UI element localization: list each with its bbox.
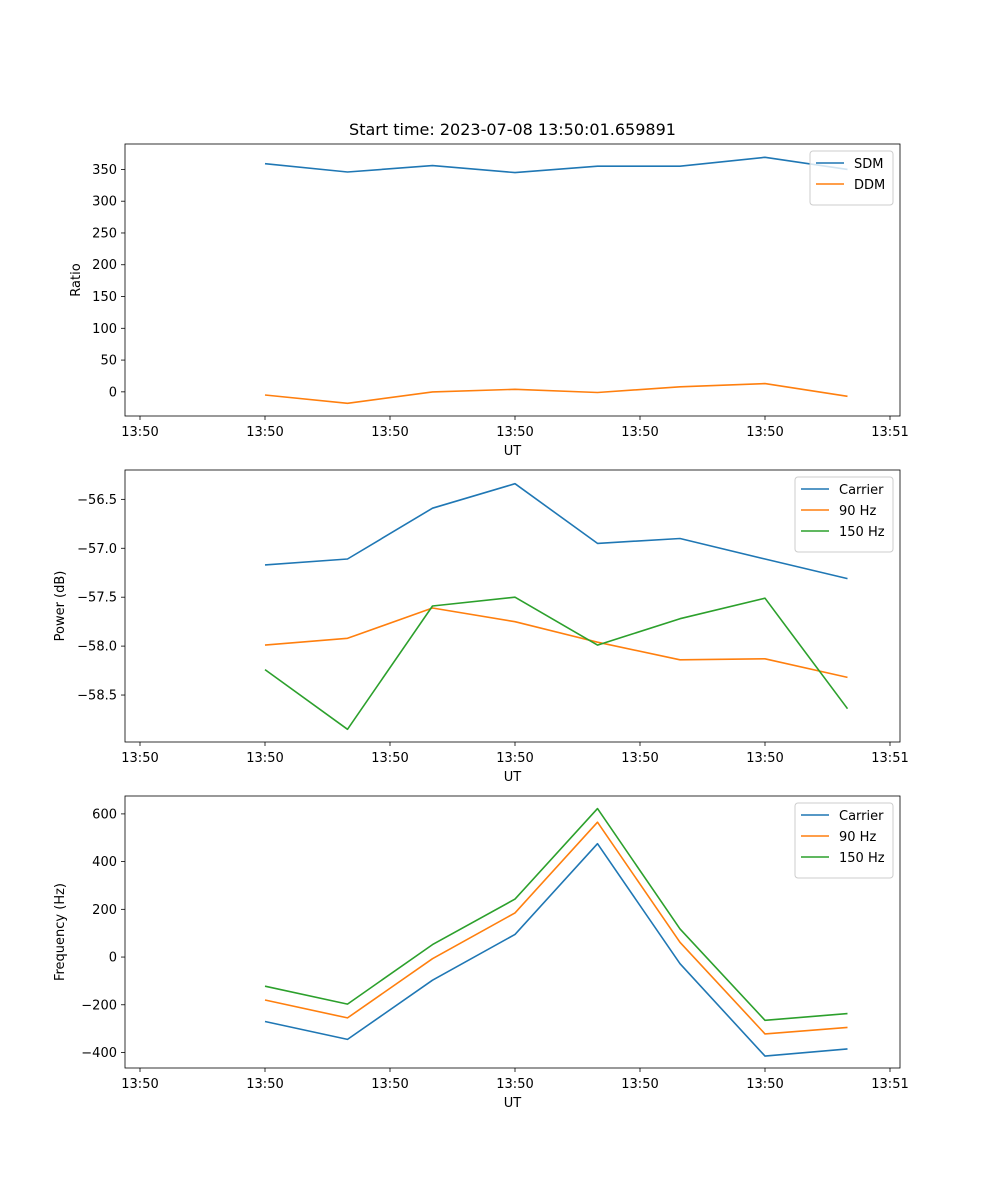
x-tick-label: 13:50 [371, 425, 408, 440]
series-line-150-hz [264, 596, 849, 731]
legend-label: DDM [854, 178, 885, 193]
x-tick-label: 13:50 [246, 1077, 283, 1092]
x-tick-label: 13:51 [871, 1077, 908, 1092]
y-axis-label: Ratio [69, 263, 84, 296]
axes-frame [124, 469, 901, 743]
legend-box [809, 150, 894, 206]
y-tick-label: 600 [92, 807, 117, 822]
y-tick-label: 250 [92, 226, 117, 241]
y-tick-label: 300 [92, 195, 117, 210]
legend-label: Carrier [839, 483, 884, 498]
x-tick-label: 13:50 [121, 1077, 158, 1092]
chart-panel-1: 13:50 13:50 13:50 13:50 13:50 13:50 13:51 0 50 10… [69, 120, 909, 459]
y-tick-label: −56.5 [77, 493, 117, 508]
x-tick-label: 13:50 [246, 751, 283, 766]
chart-panel-3: 13:50 13:50 13:50 13:50 13:50 13:50 13:51 −400 −… [53, 795, 909, 1111]
y-tick-label: −58.0 [77, 640, 117, 655]
legend-label: 90 Hz [839, 830, 876, 845]
x-tick-label: 13:50 [496, 425, 533, 440]
y-tick-label: 100 [92, 322, 117, 337]
x-tick-label: 13:50 [496, 751, 533, 766]
chart-panel-2: 13:50 13:50 13:50 13:50 13:50 13:50 13:51 −58.5… [53, 469, 909, 785]
y-tick-label: 50 [100, 354, 117, 369]
y-tick-label: 350 [92, 163, 117, 178]
y-axis-label: Frequency (Hz) [53, 883, 68, 981]
y-tick-label: 200 [92, 258, 117, 273]
legend-label: 150 Hz [839, 851, 885, 866]
series-line-90-hz [264, 821, 848, 1035]
x-tick-label: 13:50 [621, 1077, 658, 1092]
y-tick-label: −58.5 [77, 689, 117, 704]
series-line-150-hz [264, 807, 848, 1022]
series-line-90-hz [264, 607, 848, 679]
x-tick-label: 13:50 [746, 751, 783, 766]
series-line-carrier [264, 482, 848, 580]
legend-label: SDM [854, 157, 883, 172]
y-tick-label: 150 [92, 290, 117, 305]
y-axis-label: Power (dB) [53, 571, 68, 642]
x-tick-label: 13:51 [871, 425, 908, 440]
series-line-carrier [264, 842, 848, 1057]
y-tick-label: −400 [81, 1046, 117, 1061]
x-tick-label: 13:50 [121, 751, 158, 766]
y-tick-label: −200 [81, 998, 117, 1013]
series-line-ddm [264, 382, 848, 405]
x-tick-label: 13:50 [746, 425, 783, 440]
chart-title: Start time: 2023-07-08 13:50:01.659891 [349, 120, 676, 139]
x-tick-label: 13:50 [121, 425, 158, 440]
axes-frame [124, 143, 901, 417]
x-tick-label: 13:50 [371, 1077, 408, 1092]
legend-box [794, 802, 894, 879]
x-axis-label: UT [504, 770, 522, 785]
legend-label: 90 Hz [839, 504, 876, 519]
x-axis-label: UT [504, 444, 522, 459]
x-axis-label: UT [504, 1096, 522, 1111]
y-tick-label: −57.0 [77, 542, 117, 557]
x-tick-label: 13:51 [871, 751, 908, 766]
y-tick-label: 0 [109, 385, 117, 400]
x-tick-label: 13:50 [246, 425, 283, 440]
x-tick-label: 13:50 [621, 425, 658, 440]
y-tick-label: 0 [109, 951, 117, 966]
x-tick-label: 13:50 [746, 1077, 783, 1092]
legend-label: 150 Hz [839, 525, 885, 540]
x-tick-label: 13:50 [621, 751, 658, 766]
series-line-sdm [264, 156, 848, 174]
legend-box [794, 476, 894, 553]
legend-label: Carrier [839, 809, 884, 824]
axes-frame [124, 795, 901, 1069]
y-tick-label: −57.5 [77, 591, 117, 606]
x-tick-label: 13:50 [371, 751, 408, 766]
x-tick-label: 13:50 [496, 1077, 533, 1092]
y-tick-label: 400 [92, 855, 117, 870]
y-tick-label: 200 [92, 903, 117, 918]
